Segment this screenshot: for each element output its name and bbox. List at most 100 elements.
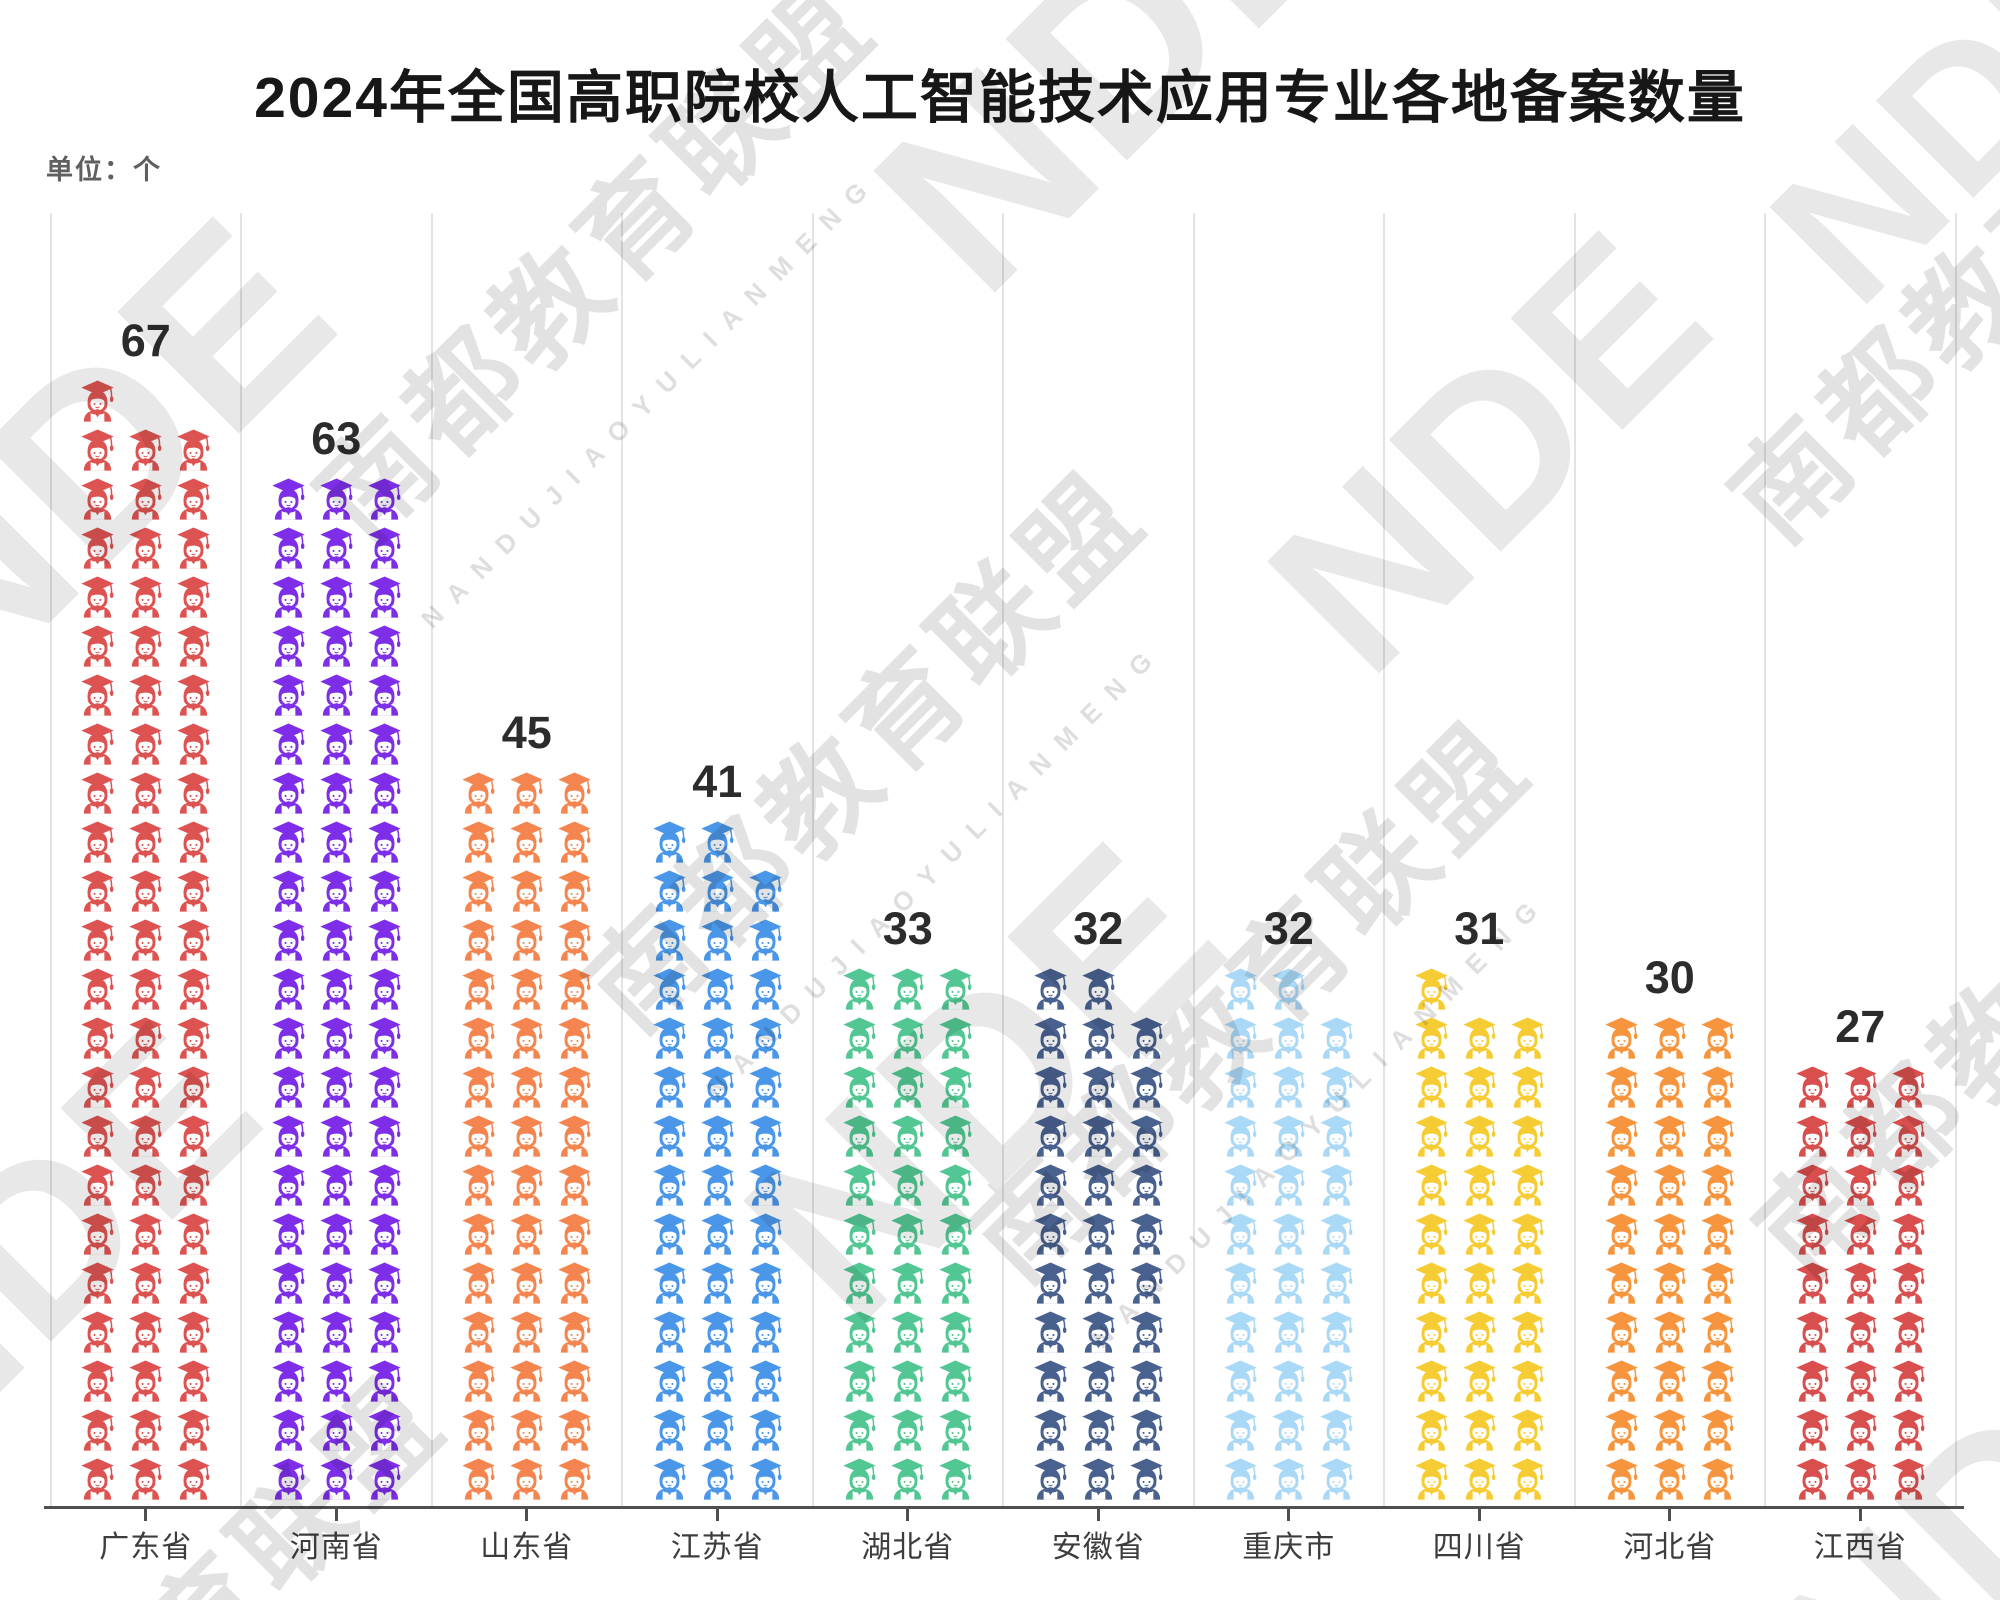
graduate-student-icon (699, 965, 736, 1010)
graduate-student-icon (889, 1357, 926, 1402)
graduate-student-icon (1032, 1063, 1069, 1108)
graduate-student-icon (1603, 1063, 1640, 1108)
graduate-student-icon (1461, 1406, 1498, 1451)
graduate-student-icon (1461, 1063, 1498, 1108)
graduate-student-icon (318, 1112, 355, 1157)
graduate-student-icon (841, 965, 878, 1010)
graduate-student-icon (366, 1014, 403, 1059)
graduate-student-icon (270, 965, 307, 1010)
graduate-student-icon (1651, 1112, 1688, 1157)
graduate-student-icon (1128, 1014, 1165, 1059)
graduate-student-icon (1603, 1161, 1640, 1206)
graduate-student-icon (175, 818, 212, 863)
value-label: 32 (1073, 903, 1124, 954)
graduate-student-icon (508, 1063, 545, 1108)
graduate-student-icon (127, 1161, 164, 1206)
graduate-student-icon (1842, 1210, 1879, 1255)
graduate-student-icon (556, 1210, 593, 1255)
graduate-student-icon (1032, 1455, 1069, 1500)
x-axis-tick (334, 1509, 338, 1521)
graduate-student-icon (318, 1063, 355, 1108)
graduate-student-icon (1080, 1406, 1117, 1451)
graduate-student-icon (366, 1161, 403, 1206)
vertical-gridline (430, 213, 433, 1506)
graduate-student-icon (651, 1406, 688, 1451)
graduate-student-icon (1318, 1259, 1355, 1304)
graduate-student-icon (270, 622, 307, 667)
unit-label: 单位：个 (46, 155, 162, 185)
graduate-student-icon (175, 475, 212, 520)
graduate-student-icon (318, 475, 355, 520)
graduate-student-icon (1461, 1161, 1498, 1206)
graduate-student-icon (651, 1161, 688, 1206)
graduate-student-icon (1603, 1406, 1640, 1451)
graduate-student-icon (1699, 1357, 1736, 1402)
graduate-student-icon (1509, 1357, 1546, 1402)
graduate-student-icon (79, 965, 116, 1010)
graduate-student-icon (699, 867, 736, 912)
graduate-student-icon (556, 769, 593, 814)
graduate-student-icon (556, 1063, 593, 1108)
category-label: 江苏省 (670, 1531, 764, 1564)
graduate-student-icon (841, 1308, 878, 1353)
page-title: 2024年全国高职院校人工智能技术应用专业各地备案数量 (254, 66, 1746, 130)
graduate-student-icon (556, 867, 593, 912)
graduate-student-icon (937, 1406, 974, 1451)
graduate-student-icon (175, 965, 212, 1010)
graduate-student-icon (1842, 1308, 1879, 1353)
graduate-student-icon (270, 769, 307, 814)
graduate-student-icon (318, 1357, 355, 1402)
x-axis-line (44, 1506, 1964, 1509)
graduate-student-icon (889, 1161, 926, 1206)
graduate-student-icon (1413, 1308, 1450, 1353)
value-label: 30 (1644, 952, 1695, 1003)
graduate-student-icon (1699, 1259, 1736, 1304)
graduate-student-icon (366, 867, 403, 912)
category-label: 江西省 (1813, 1531, 1907, 1564)
graduate-student-icon (175, 1161, 212, 1206)
graduate-student-icon (1270, 1455, 1307, 1500)
graduate-student-icon (127, 916, 164, 961)
graduate-student-icon (651, 1455, 688, 1500)
graduate-student-icon (556, 965, 593, 1010)
graduate-student-icon (1842, 1406, 1879, 1451)
graduate-student-icon (366, 818, 403, 863)
graduate-student-icon (1222, 1308, 1259, 1353)
graduate-student-icon (1413, 965, 1450, 1010)
graduate-student-icon (1461, 1455, 1498, 1500)
graduate-student-icon (318, 720, 355, 765)
x-axis-tick (144, 1509, 148, 1521)
graduate-student-icon (1794, 1063, 1831, 1108)
graduate-student-icon (1128, 1406, 1165, 1451)
graduate-student-icon (175, 1406, 212, 1451)
graduate-student-icon (747, 1406, 784, 1451)
graduate-student-icon (1222, 1063, 1259, 1108)
graduate-student-icon (1890, 1259, 1927, 1304)
graduate-student-icon (937, 1210, 974, 1255)
graduate-student-icon (127, 573, 164, 618)
graduate-student-icon (841, 1210, 878, 1255)
graduate-student-icon (699, 1455, 736, 1500)
graduate-student-icon (1794, 1259, 1831, 1304)
graduate-student-icon (270, 867, 307, 912)
graduate-student-icon (1128, 1259, 1165, 1304)
graduate-student-icon (1509, 1406, 1546, 1451)
graduate-student-icon (747, 965, 784, 1010)
graduate-student-icon (318, 818, 355, 863)
graduate-student-icon (1509, 1161, 1546, 1206)
graduate-student-icon (1603, 1455, 1640, 1500)
graduate-student-icon (508, 1161, 545, 1206)
graduate-student-icon (1128, 1063, 1165, 1108)
graduate-student-icon (1651, 1259, 1688, 1304)
graduate-student-icon (79, 1308, 116, 1353)
graduate-student-icon (889, 1014, 926, 1059)
graduate-student-icon (318, 573, 355, 618)
graduate-student-icon (1651, 1455, 1688, 1500)
graduate-student-icon (270, 720, 307, 765)
graduate-student-icon (318, 1259, 355, 1304)
graduate-student-icon (556, 1259, 593, 1304)
graduate-student-icon (889, 1112, 926, 1157)
graduate-student-icon (1032, 1308, 1069, 1353)
graduate-student-icon (366, 622, 403, 667)
